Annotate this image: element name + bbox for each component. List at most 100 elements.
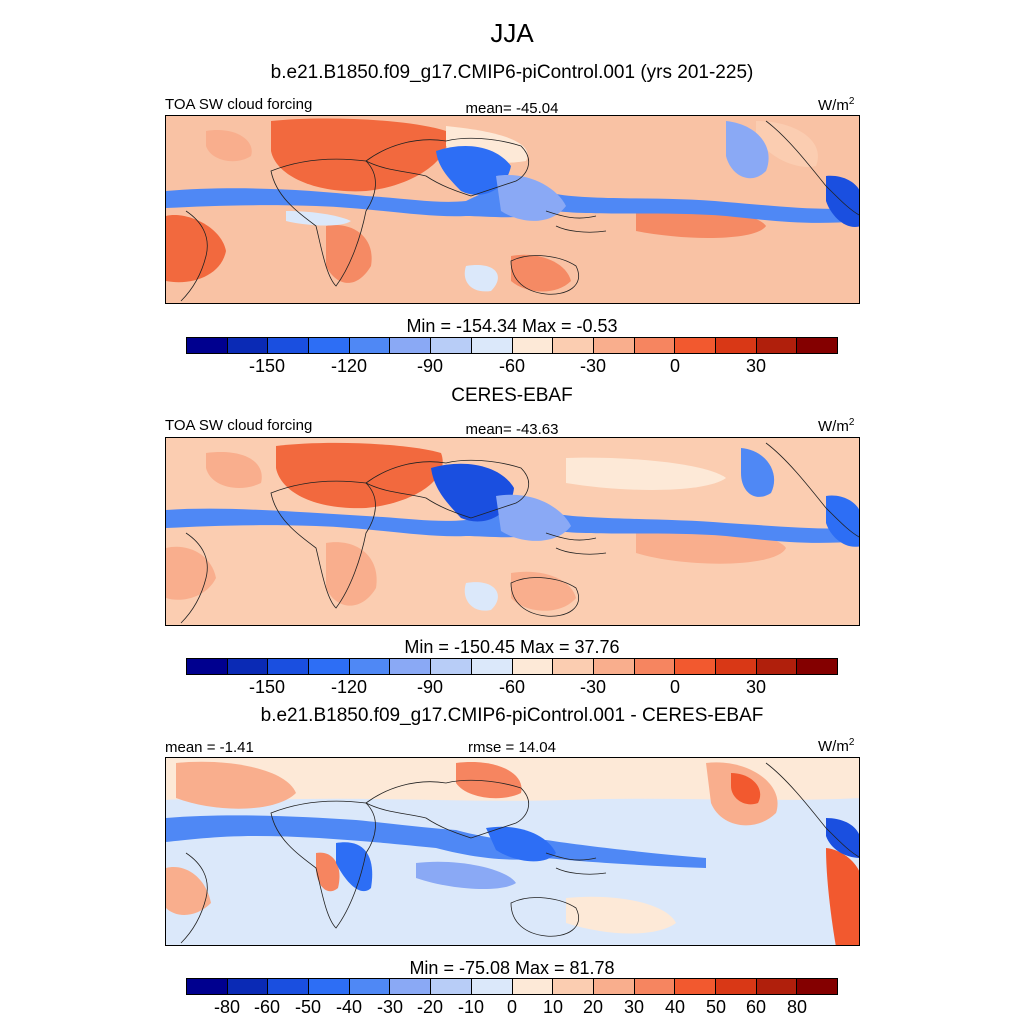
colorbar-swatch xyxy=(715,338,757,353)
colorbar-swatch xyxy=(471,659,513,674)
colorbar-swatch xyxy=(593,659,635,674)
colorbar-tick: -150 xyxy=(248,677,286,697)
colorbar-swatch xyxy=(471,979,513,994)
panel-1-map xyxy=(165,115,860,304)
panel-2-colorbar xyxy=(186,658,838,675)
colorbar-tick: -30 xyxy=(579,356,606,376)
colorbar-tick: -150 xyxy=(248,356,286,376)
colorbar-swatch xyxy=(675,979,716,994)
colorbar-tick: -60 xyxy=(498,356,525,376)
panel-1-title: b.e21.B1850.f09_g17.CMIP6-piControl.001 … xyxy=(270,62,754,83)
panel-1-colorbar xyxy=(186,337,838,354)
colorbar-tick: 40 xyxy=(664,997,686,1017)
panel-2-mean-label: mean= -43.63 xyxy=(465,421,559,438)
colorbar-tick: -80 xyxy=(213,997,240,1017)
panel-2-map xyxy=(165,437,860,626)
colorbar-tick: 20 xyxy=(582,997,604,1017)
colorbar-tick: -50 xyxy=(294,997,321,1017)
colorbar-swatch xyxy=(756,979,798,994)
colorbar-tick: 0 xyxy=(506,997,517,1017)
colorbar-tick: 30 xyxy=(745,356,767,376)
panel-2-units: W/m2 xyxy=(818,417,855,435)
colorbar-swatch xyxy=(227,659,269,674)
colorbar-swatch xyxy=(797,659,837,674)
colorbar-swatch xyxy=(634,338,676,353)
colorbar-swatch xyxy=(715,659,757,674)
colorbar-swatch xyxy=(593,979,635,994)
colorbar-tick: -20 xyxy=(416,997,443,1017)
colorbar-swatch xyxy=(512,338,554,353)
colorbar-swatch xyxy=(431,979,472,994)
panel-1-minmax: Min = -154.34 Max = -0.53 xyxy=(406,316,618,336)
colorbar-swatch xyxy=(512,979,554,994)
colorbar-swatch xyxy=(227,979,269,994)
colorbar-tick: 80 xyxy=(786,997,808,1017)
colorbar-tick: -90 xyxy=(416,677,443,697)
colorbar-tick: -120 xyxy=(330,356,368,376)
panel-1-contour-field xyxy=(166,116,859,303)
colorbar-swatch xyxy=(187,338,228,353)
figure-title: JJA xyxy=(490,18,534,48)
colorbar-swatch xyxy=(390,659,432,674)
panel-3-mean-label: mean = -1.41 xyxy=(165,739,254,756)
colorbar-swatch xyxy=(187,659,228,674)
colorbar-swatch xyxy=(715,979,757,994)
colorbar-tick: -40 xyxy=(335,997,362,1017)
colorbar-swatch xyxy=(634,659,676,674)
colorbar-swatch xyxy=(390,979,432,994)
colorbar-swatch xyxy=(349,979,391,994)
colorbar-swatch xyxy=(553,659,594,674)
colorbar-swatch xyxy=(390,338,432,353)
colorbar-swatch xyxy=(756,659,798,674)
panel-2-title: CERES-EBAF xyxy=(451,385,573,406)
colorbar-swatch xyxy=(431,338,472,353)
colorbar-swatch xyxy=(797,979,837,994)
panel-1-mean-label: mean= -45.04 xyxy=(465,100,559,117)
colorbar-swatch xyxy=(756,338,798,353)
colorbar-swatch xyxy=(309,338,350,353)
colorbar-swatch xyxy=(675,338,716,353)
colorbar-swatch xyxy=(268,979,310,994)
colorbar-swatch xyxy=(553,979,594,994)
colorbar-tick: -120 xyxy=(330,677,368,697)
panel-1-units: W/m2 xyxy=(818,96,855,114)
colorbar-swatch xyxy=(309,659,350,674)
panel-3-colorbar xyxy=(186,978,838,995)
colorbar-tick: 30 xyxy=(745,677,767,697)
panel-2-field-label: TOA SW cloud forcing xyxy=(165,417,313,434)
panel-3-units: W/m2 xyxy=(818,737,855,755)
colorbar-swatch xyxy=(187,979,228,994)
panel-2-minmax: Min = -150.45 Max = 37.76 xyxy=(404,637,620,657)
colorbar-tick: 0 xyxy=(669,356,680,376)
panel-1-field-label: TOA SW cloud forcing xyxy=(165,96,313,113)
colorbar-swatch xyxy=(512,659,554,674)
colorbar-swatch xyxy=(675,659,716,674)
colorbar-tick: -30 xyxy=(376,997,403,1017)
colorbar-tick: -60 xyxy=(253,997,280,1017)
colorbar-swatch xyxy=(268,338,310,353)
colorbar-swatch xyxy=(349,338,391,353)
panel-3-map xyxy=(165,757,860,946)
panel-2-contour-field xyxy=(166,438,859,625)
colorbar-tick: -10 xyxy=(457,997,484,1017)
colorbar-swatch xyxy=(268,659,310,674)
panel-3-title: b.e21.B1850.f09_g17.CMIP6-piControl.001 … xyxy=(260,705,764,726)
colorbar-swatch xyxy=(634,979,676,994)
panel-3-rmse-label: rmse = 14.04 xyxy=(468,739,556,756)
panel-3-minmax: Min = -75.08 Max = 81.78 xyxy=(409,958,615,978)
panel-3-contour-field xyxy=(166,758,859,945)
colorbar-tick: 10 xyxy=(542,997,564,1017)
colorbar-swatch xyxy=(309,979,350,994)
colorbar-tick: 0 xyxy=(669,677,680,697)
colorbar-tick: 30 xyxy=(623,997,645,1017)
colorbar-swatch xyxy=(553,338,594,353)
colorbar-swatch xyxy=(227,338,269,353)
colorbar-tick: 60 xyxy=(745,997,767,1017)
colorbar-swatch xyxy=(349,659,391,674)
colorbar-tick: -90 xyxy=(416,356,443,376)
colorbar-tick: 50 xyxy=(705,997,727,1017)
colorbar-swatch xyxy=(471,338,513,353)
colorbar-swatch xyxy=(593,338,635,353)
colorbar-tick: -30 xyxy=(579,677,606,697)
colorbar-tick: -60 xyxy=(498,677,525,697)
